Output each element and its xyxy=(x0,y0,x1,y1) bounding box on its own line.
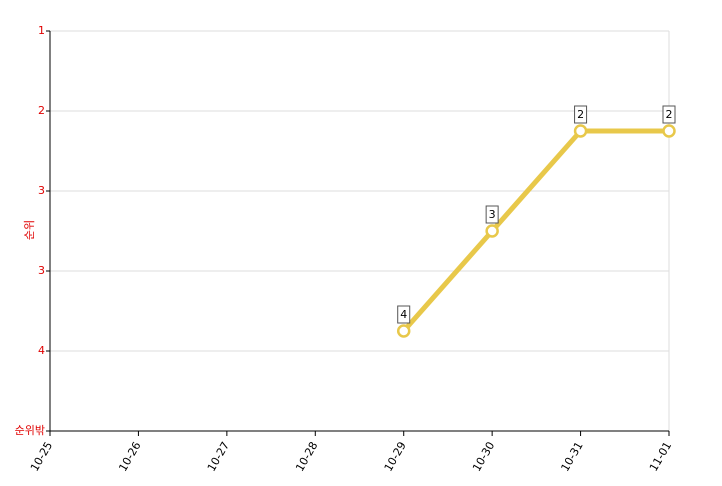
data-label: 2 xyxy=(666,108,673,121)
data-label-box xyxy=(485,205,499,224)
x-tick-label: 10-28 xyxy=(293,440,320,474)
x-tick-label: 11-01 xyxy=(647,440,674,474)
x-tick-label: 10-25 xyxy=(28,440,55,474)
x-tick-label: 10-30 xyxy=(470,439,497,473)
series-line xyxy=(401,128,669,333)
y-tick-label: 3 xyxy=(38,264,45,277)
x-tick-label: 10-27 xyxy=(205,440,232,474)
y-tick-label: 2 xyxy=(38,104,45,117)
data-label-box xyxy=(397,305,411,324)
y-tick-label: 1 xyxy=(38,24,45,37)
y-tick-label: 4 xyxy=(38,344,45,357)
point xyxy=(396,324,411,338)
point xyxy=(573,124,588,138)
data-label: 4 xyxy=(400,308,407,321)
data-label: 3 xyxy=(489,208,496,221)
y-axis-label: 순위 xyxy=(23,220,36,240)
y-tick-label: 3 xyxy=(38,184,45,197)
point xyxy=(485,224,499,238)
x-tick-label: 10-26 xyxy=(116,440,143,474)
data-label: 2 xyxy=(577,108,584,121)
x-tick-label: 10-29 xyxy=(382,440,409,474)
y-tick-label: 순위밖 xyxy=(15,424,45,437)
data-label-box xyxy=(574,105,588,124)
point xyxy=(662,124,676,138)
x-tick-label: 10-31 xyxy=(559,440,586,474)
data-label-box xyxy=(662,105,676,124)
